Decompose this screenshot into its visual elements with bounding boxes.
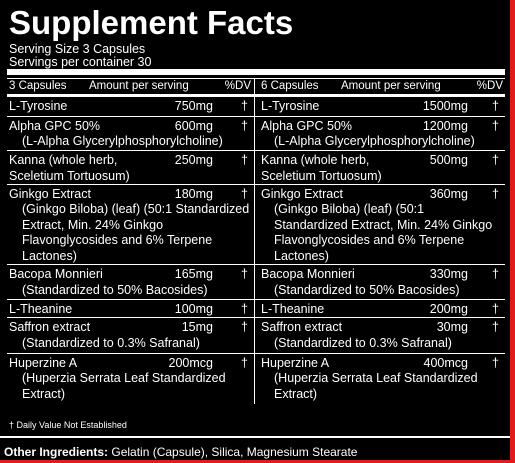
ingredient-detail: (Standardized to 0.3% Safranal) xyxy=(274,336,452,350)
ingredient-amount: 600mg xyxy=(174,119,213,133)
table-row: Ginkgo Extract 180mg † (Ginkgo Biloba) (… xyxy=(7,185,254,265)
table-row: Alpha GPC 50% 600mg † (L-Alpha Glycerylp… xyxy=(7,117,254,151)
ingredient-name: Ginkgo Extract xyxy=(261,187,343,201)
ingredient-detail: (Ginkgo Biloba) (leaf) (50:1 Standardize… xyxy=(274,202,493,263)
capsules-header: 6 Capsules xyxy=(261,80,319,92)
ingredient-amount: 500mg xyxy=(429,153,468,167)
table-row: L-Theanine 200mg † xyxy=(255,300,505,318)
amount-header: Amount per serving xyxy=(341,80,441,92)
ingredient-name: Alpha GPC 50% xyxy=(9,119,101,133)
ingredient-detail: (Standardized to 50% Bacosides) xyxy=(22,283,208,297)
dv-header: %DV xyxy=(224,80,251,92)
ingredient-name: L-Tyrosine xyxy=(261,99,320,113)
table-row: Saffron extract 15mg † (Standardized to … xyxy=(7,318,254,354)
ingredient-name: L-Theanine xyxy=(9,302,73,316)
table-row: Bacopa Monnieri 165mg † (Standardized to… xyxy=(7,265,254,300)
ingredient-detail: (L-Alpha Glycerylphosphorylcholine) xyxy=(22,134,223,148)
ingredient-name: Alpha GPC 50% xyxy=(261,119,353,133)
ingredient-amount: 165mg xyxy=(174,267,213,281)
table-row: Bacopa Monnieri 330mg † (Standardized to… xyxy=(255,265,505,300)
ingredient-dv: † xyxy=(241,356,248,370)
accent-bar-bottom xyxy=(0,460,515,463)
ingredient-amount: 1200mg xyxy=(422,119,468,133)
dv-header: %DV xyxy=(476,80,503,92)
accent-bar-right xyxy=(510,0,515,463)
table-row: Saffron extract 30mg † (Standardized to … xyxy=(255,318,505,354)
table-row: L-Tyrosine 1500mg † xyxy=(255,97,505,117)
panel-title: Supplement Facts xyxy=(9,4,294,41)
ingredient-amount: 200mcg xyxy=(168,356,213,370)
column-3-capsules: 3 Capsules Amount per serving %DV L-Tyro… xyxy=(7,79,255,404)
bottom-divider xyxy=(0,436,510,438)
ingredient-detail: (Standardized to 50% Bacosides) xyxy=(274,283,460,297)
ingredient-dv: † xyxy=(492,119,499,133)
other-ingredients: Other Ingredients: Gelatin (Capsule), Si… xyxy=(4,445,357,459)
serving-size: Serving Size 3 Capsules xyxy=(9,42,146,56)
other-ingredients-list: Gelatin (Capsule), Silica, Magnesium Ste… xyxy=(111,445,358,459)
ingredient-name: Kanna (whole herb, Sceletium Tortuosum) xyxy=(9,153,130,183)
ingredient-name: L-Tyrosine xyxy=(9,99,68,113)
ingredient-name: Bacopa Monnieri xyxy=(261,267,355,281)
ingredient-name: L-Theanine xyxy=(261,302,325,316)
ingredient-dv: † xyxy=(492,153,499,167)
ingredient-amount: 250mg xyxy=(174,153,213,167)
ingredient-dv: † xyxy=(241,267,248,281)
ingredient-amount: 30mg xyxy=(436,320,468,334)
ingredient-detail: (Ginkgo Biloba) (leaf) (50:1 Standardize… xyxy=(22,202,250,263)
ingredient-amount: 750mg xyxy=(174,99,213,113)
daily-value-footnote: † Daily Value Not Established xyxy=(9,420,127,430)
ingredient-dv: † xyxy=(241,119,248,133)
ingredient-dv: † xyxy=(492,187,499,201)
ingredient-name: Saffron extract xyxy=(261,320,343,334)
ingredient-detail: (Huperzia Serrata Leaf Standardized Extr… xyxy=(22,371,226,401)
ingredient-dv: † xyxy=(241,302,248,316)
ingredient-amount: 360mg xyxy=(429,187,468,201)
ingredient-name: Kanna (whole herb, Sceletium Tortuosum) xyxy=(261,153,382,183)
ingredient-name: Saffron extract xyxy=(9,320,91,334)
ingredient-dv: † xyxy=(492,320,499,334)
ingredient-dv: † xyxy=(241,153,248,167)
thick-divider xyxy=(7,69,505,75)
table-row: Kanna (whole herb, Sceletium Tortuosum) … xyxy=(255,151,505,185)
ingredient-detail: (Standardized to 0.3% Safranal) xyxy=(22,336,200,350)
ingredient-amount: 330mg xyxy=(429,267,468,281)
other-ingredients-label: Other Ingredients: xyxy=(4,445,109,459)
ingredient-name: Bacopa Monnieri xyxy=(9,267,103,281)
ingredient-dv: † xyxy=(241,187,248,201)
ingredient-detail: (L-Alpha Glycerylphosphorylcholine) xyxy=(274,134,475,148)
ingredient-dv: † xyxy=(492,356,499,370)
table-row: Kanna (whole herb, Sceletium Tortuosum) … xyxy=(7,151,254,185)
column-6-capsules: 6 Capsules Amount per serving %DV L-Tyro… xyxy=(255,79,505,404)
ingredient-dv: † xyxy=(492,267,499,281)
ingredient-name: Huperzine A xyxy=(9,356,78,370)
ingredient-amount: 400mcg xyxy=(423,356,468,370)
servings-per-container: Servings per container 30 xyxy=(9,55,152,69)
ingredient-detail: (Huperzia Serrata Leaf Standardized Extr… xyxy=(274,371,478,401)
ingredient-amount: 180mg xyxy=(174,187,213,201)
column-header: 3 Capsules Amount per serving %DV xyxy=(7,79,254,97)
table-row: L-Tyrosine 750mg † xyxy=(7,97,254,117)
table-row: Huperzine A 400mcg † (Huperzia Serrata L… xyxy=(255,354,505,404)
column-header: 6 Capsules Amount per serving %DV xyxy=(255,79,505,97)
amount-header: Amount per serving xyxy=(89,80,189,92)
ingredient-amount: 100mg xyxy=(174,302,213,316)
ingredient-name: Huperzine A xyxy=(261,356,330,370)
ingredient-dv: † xyxy=(241,99,248,113)
table-row: Alpha GPC 50% 1200mg † (L-Alpha Glyceryl… xyxy=(255,117,505,151)
ingredient-dv: † xyxy=(492,99,499,113)
ingredient-amount: 1500mg xyxy=(422,99,468,113)
capsules-header: 3 Capsules xyxy=(9,80,67,92)
ingredient-dv: † xyxy=(241,320,248,334)
ingredient-amount: 200mg xyxy=(429,302,468,316)
table-row: Huperzine A 200mcg † (Huperzia Serrata L… xyxy=(7,354,254,404)
ingredient-name: Ginkgo Extract xyxy=(9,187,91,201)
table-row: L-Theanine 100mg † xyxy=(7,300,254,318)
facts-table: 3 Capsules Amount per serving %DV L-Tyro… xyxy=(7,78,505,404)
table-row: Ginkgo Extract 360mg † (Ginkgo Biloba) (… xyxy=(255,185,505,265)
ingredient-dv: † xyxy=(492,302,499,316)
ingredient-amount: 15mg xyxy=(181,320,213,334)
